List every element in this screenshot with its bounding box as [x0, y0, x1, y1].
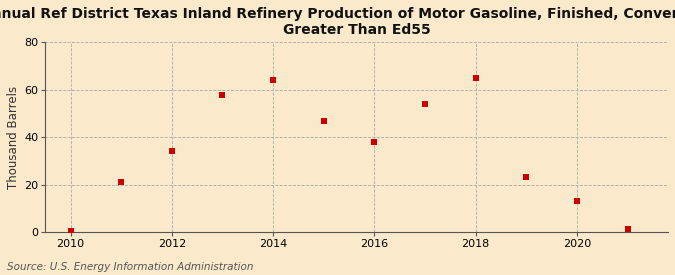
- Point: [115, 180, 126, 184]
- Point: [65, 229, 76, 233]
- Point: [268, 78, 279, 82]
- Point: [319, 119, 329, 123]
- Point: [166, 149, 177, 153]
- Title: Annual Ref District Texas Inland Refinery Production of Motor Gasoline, Finished: Annual Ref District Texas Inland Refiner…: [0, 7, 675, 37]
- Point: [622, 227, 633, 232]
- Point: [572, 199, 583, 203]
- Point: [369, 140, 380, 144]
- Text: Source: U.S. Energy Information Administration: Source: U.S. Energy Information Administ…: [7, 262, 253, 272]
- Point: [470, 76, 481, 80]
- Point: [217, 92, 228, 97]
- Y-axis label: Thousand Barrels: Thousand Barrels: [7, 86, 20, 189]
- Point: [420, 102, 431, 106]
- Point: [521, 175, 532, 180]
